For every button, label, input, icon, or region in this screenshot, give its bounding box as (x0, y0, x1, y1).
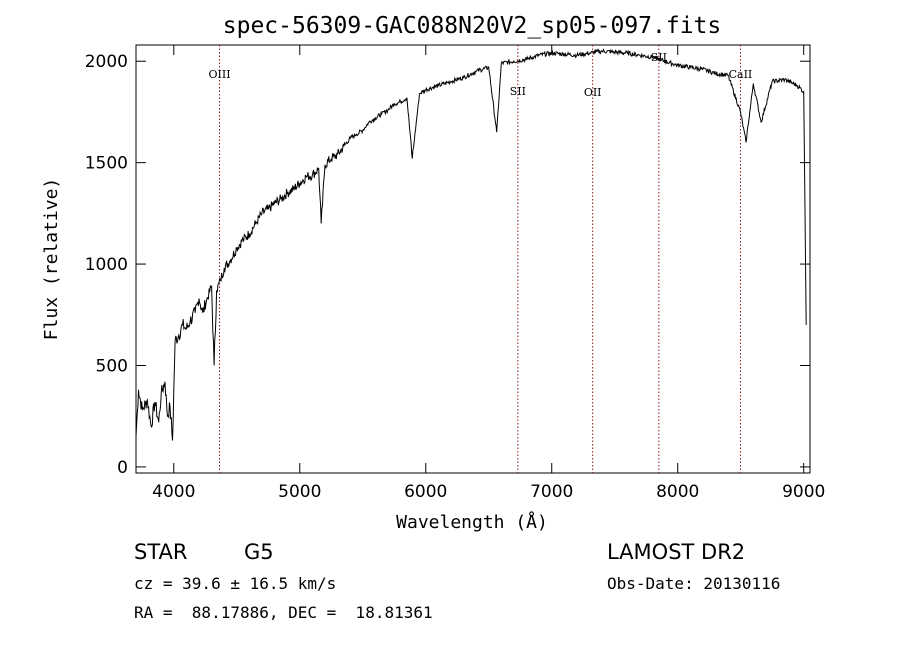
x-axis-label: Wavelength (Å) (396, 511, 548, 533)
y-tick-label: 1000 (85, 255, 128, 275)
flux-series-line (135, 48, 807, 441)
object-type: STAR (134, 540, 188, 564)
y-tick-label: 2000 (85, 52, 128, 72)
spectral-line-label: CaII (729, 68, 753, 81)
y-tick-label: 500 (96, 356, 128, 376)
x-tick-label: 4000 (152, 482, 195, 502)
chart-title: spec-56309-GAC088N20V2_sp05-097.fits (223, 13, 722, 39)
x-tick-label: 9000 (782, 482, 825, 502)
object-subclass: G5 (244, 540, 274, 564)
coordinates: RA = 88.17886, DEC = 18.81361 (134, 603, 433, 622)
x-tick-label: 7000 (530, 482, 573, 502)
redshift-cz: cz = 39.6 ± 16.5 km/s (134, 574, 337, 593)
plot-frame (135, 44, 811, 474)
x-tick-label: 8000 (656, 482, 699, 502)
survey-name: LAMOST DR2 (607, 540, 746, 564)
y-axis-label: Flux (relative) (41, 178, 62, 341)
x-tick-label: 6000 (404, 482, 447, 502)
y-tick-label: 1500 (85, 154, 128, 174)
x-tick-label: 5000 (278, 482, 321, 502)
spectral-line-label: OIII (208, 68, 230, 81)
spectral-line-label: SII (510, 85, 526, 98)
axis-ticks: 4000 5000 6000 7000 8000 9000 0 500 1000 1500 2000 (85, 45, 825, 502)
spectral-line-label: OII (584, 86, 602, 99)
observation-date: Obs-Date: 20130116 (607, 574, 781, 593)
y-tick-label: 0 (117, 458, 128, 478)
